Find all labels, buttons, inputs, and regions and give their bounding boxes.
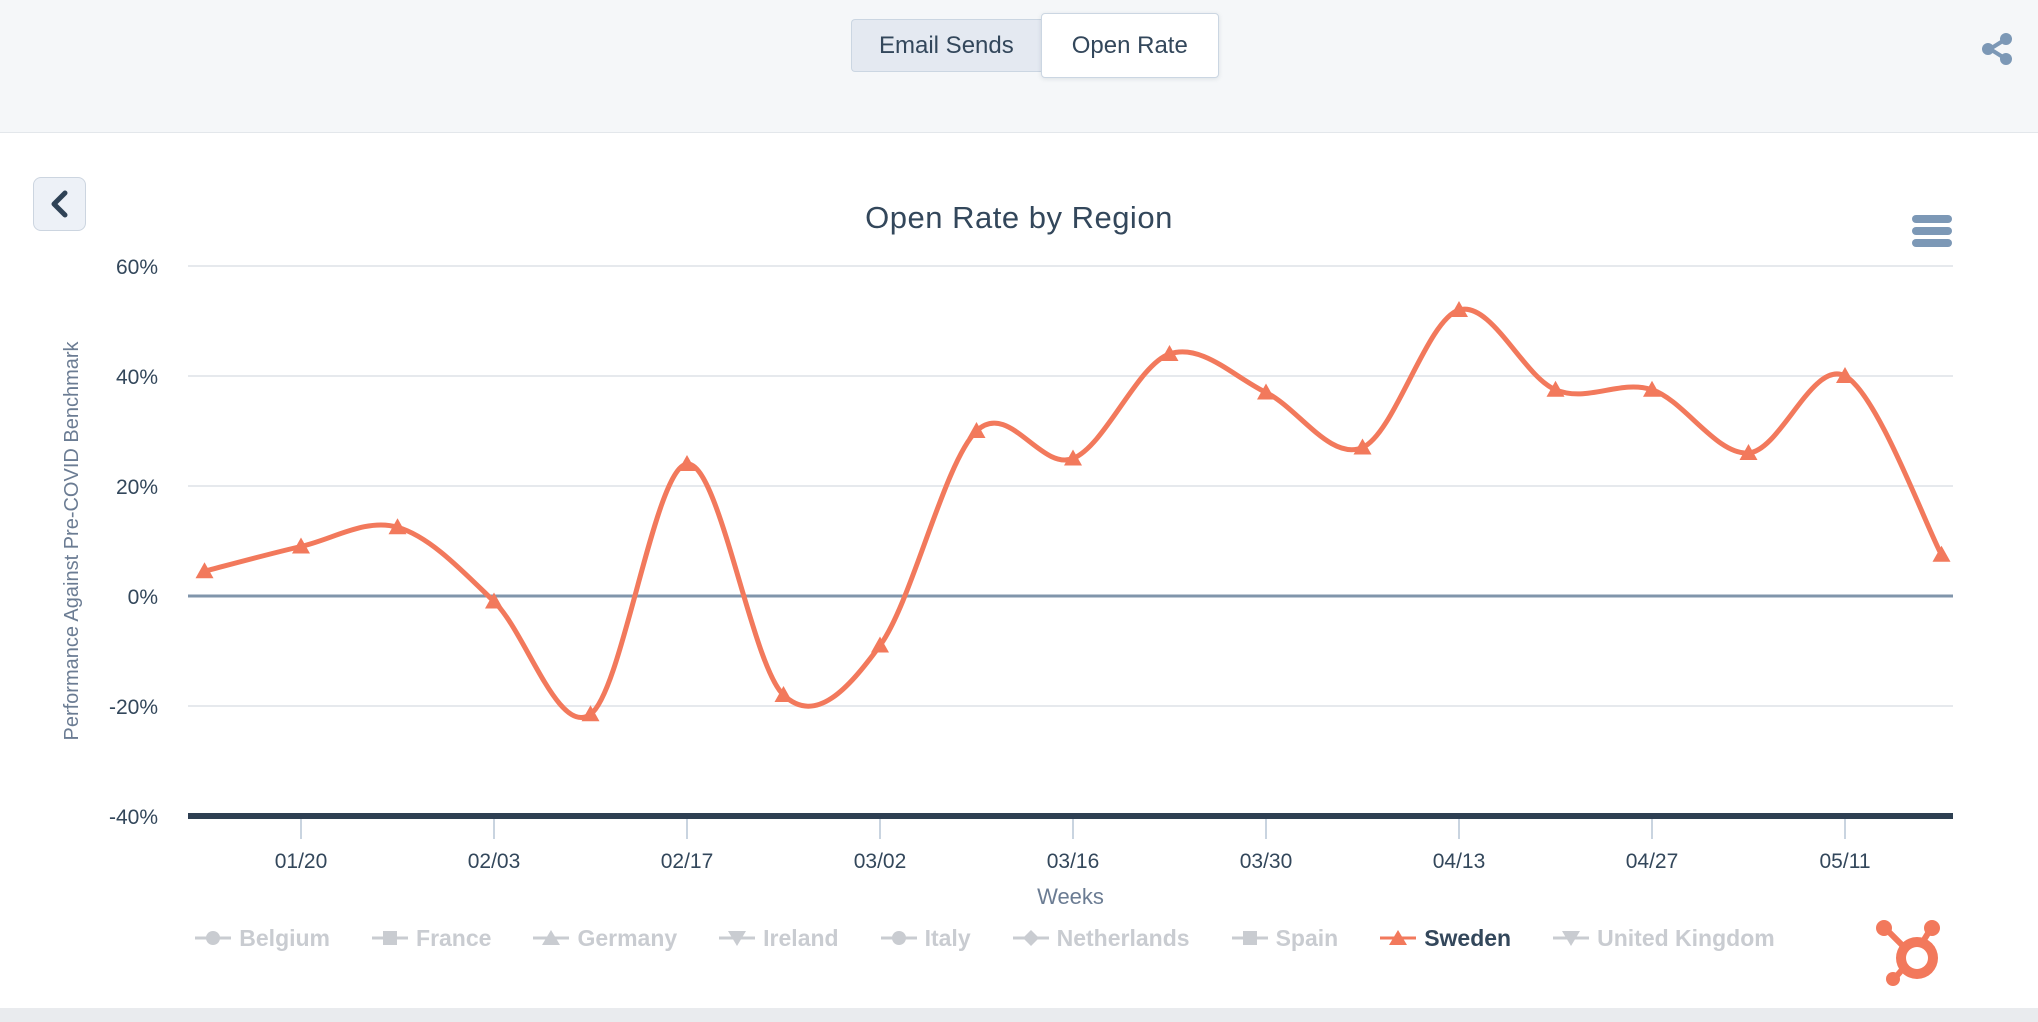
top-toolbar: Email Sends Open Rate [0,0,2038,133]
x-axis-tick-label: 02/03 [468,850,521,873]
legend-label: France [416,924,492,951]
back-button[interactable] [33,177,86,231]
triangle-down-marker-icon [1553,931,1590,946]
data-point-marker [1450,301,1468,317]
legend-label: Netherlands [1056,924,1190,951]
y-axis-tick-label: -20% [109,696,158,719]
x-axis-tick-label: 05/11 [1820,850,1871,873]
chevron-left-icon [51,190,67,218]
legend-item-ireland[interactable]: Ireland [719,924,839,952]
y-axis-tick-label: -40% [109,806,158,829]
y-axis-title: Performance Against Pre-COVID Benchmark [61,340,83,740]
data-point-marker [292,537,310,554]
data-point-marker [1546,380,1565,397]
y-axis-tick-label: 0% [128,586,158,609]
data-point-marker [1353,438,1372,455]
data-point-marker [581,705,600,722]
square-marker-icon [1231,931,1268,945]
data-point-marker [774,686,793,702]
legend-label: Belgium [239,924,331,951]
circle-marker-icon [195,931,232,945]
x-axis-tick-label: 04/27 [1626,850,1679,873]
legend-item-france[interactable]: France [372,925,491,952]
legend-item-germany[interactable]: Germany [533,925,677,952]
x-axis-title: Weeks [1037,884,1104,909]
legend-label: Sweden [1424,924,1512,951]
legend-label: Ireland [763,924,839,951]
metric-toggle: Email Sends Open Rate [851,13,1219,78]
data-point-marker [1643,380,1661,397]
legend-item-italy[interactable]: Italy [880,924,971,952]
data-point-marker [678,455,696,471]
x-axis-tick-label: 03/16 [1047,850,1100,873]
hamburger-menu-icon [1912,215,1952,247]
email-sends-toggle-button[interactable]: Email Sends [851,19,1041,72]
hubspot-logo-icon [1876,920,1940,986]
triangle-marker-icon [1380,930,1417,945]
x-axis-tick-label: 01/20 [275,850,328,873]
x-axis-tick-label: 02/17 [661,850,714,873]
legend-item-sweden[interactable]: Sweden [1380,925,1511,952]
chart-legend: Belgium France Germany Ireland Italy Netherla… [120,915,1850,961]
data-point-marker [1064,449,1082,466]
data-point-marker [485,592,503,609]
data-point-marker [1257,383,1275,400]
data-point-marker [195,562,214,579]
data-point-marker [1932,545,1951,562]
data-point-marker [871,636,889,653]
chart-title: Open Rate by Region [865,200,1173,235]
x-axis-tick-label: 03/02 [854,850,907,873]
share-button[interactable] [1976,26,2020,70]
data-point-marker [1836,367,1854,383]
legend-item-united-kingdom[interactable]: United Kingdom [1553,925,1775,952]
series-line-sweden [202,306,1944,720]
triangle-marker-icon [533,930,570,945]
data-point-marker [1739,444,1758,460]
triangle-down-marker-icon [719,931,756,946]
x-axis-tick-label: 04/13 [1433,850,1486,873]
chart-menu-button[interactable] [1908,210,1956,252]
y-axis-tick-label: 40% [116,366,158,389]
data-point-marker [967,422,986,438]
share-icon [1982,33,2012,65]
data-point-marker [1160,345,1179,361]
legend-label: United Kingdom [1597,924,1775,951]
legend-label: Spain [1275,924,1339,951]
legend-item-belgium[interactable]: Belgium [195,925,330,952]
square-marker-icon [372,931,409,945]
legend-item-spain[interactable]: Spain [1231,924,1339,952]
y-axis-tick-label: 60% [116,256,158,279]
legend-label: Italy [924,924,971,951]
data-point-marker [388,518,407,535]
circle-marker-icon [880,931,917,945]
open-rate-toggle-button[interactable]: Open Rate [1040,13,1219,78]
y-axis-tick-label: 20% [116,476,158,499]
x-axis-tick-label: 03/30 [1240,850,1293,873]
legend-item-netherlands[interactable]: Netherlands [1012,924,1190,952]
diamond-marker-icon [1012,930,1049,946]
legend-label: Germany [577,924,678,951]
bottom-strip [0,1008,2038,1022]
